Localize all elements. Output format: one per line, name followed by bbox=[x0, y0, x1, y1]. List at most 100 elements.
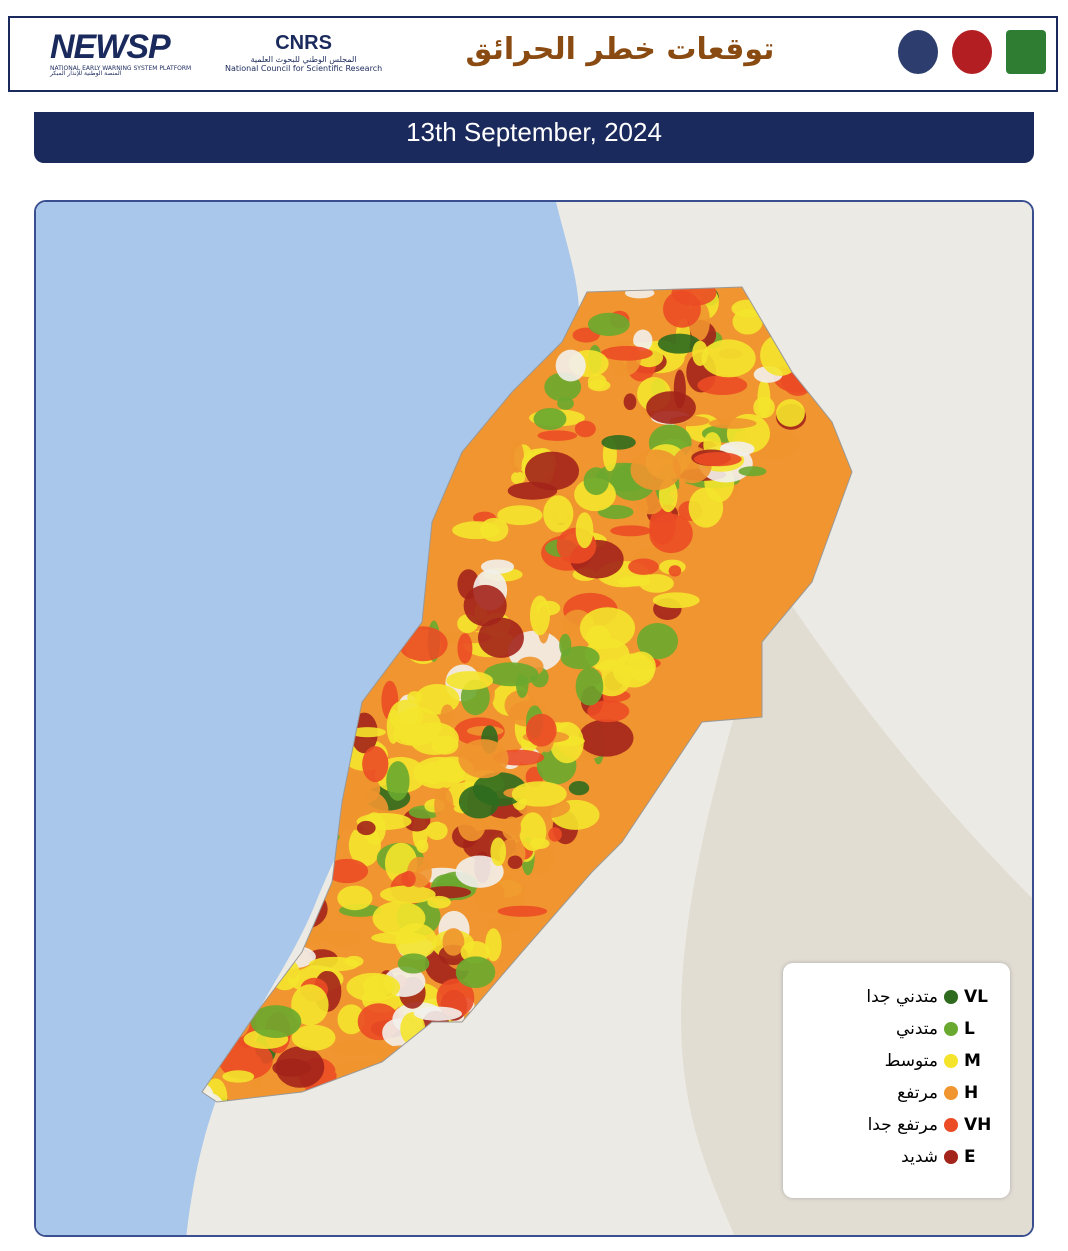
zone bbox=[646, 391, 696, 425]
zone bbox=[457, 633, 473, 664]
zone bbox=[600, 345, 653, 361]
logo bbox=[1006, 30, 1046, 74]
zone bbox=[218, 1040, 273, 1080]
zone bbox=[413, 756, 466, 789]
legend-item: مرتفع جدا VH bbox=[783, 1109, 1010, 1141]
zone bbox=[507, 855, 523, 869]
legend-item: مرتفع H bbox=[783, 1077, 1010, 1109]
zone bbox=[574, 420, 596, 438]
zone bbox=[477, 617, 524, 658]
zone bbox=[575, 667, 604, 706]
zone bbox=[487, 916, 521, 933]
map bbox=[34, 200, 1034, 1237]
zone bbox=[371, 931, 427, 944]
zone bbox=[559, 633, 572, 657]
brand-name: NEWSP bbox=[50, 28, 171, 66]
zone bbox=[325, 858, 369, 884]
partner-name-en: National Council for Scientific Research bbox=[225, 64, 383, 73]
zone bbox=[426, 821, 448, 841]
zone bbox=[753, 396, 775, 419]
zone bbox=[583, 467, 609, 496]
date-banner: 13th September, 2024 bbox=[34, 112, 1034, 163]
zone bbox=[719, 441, 755, 457]
legend-code: H bbox=[964, 1083, 979, 1103]
legend-label: مرتفع جدا bbox=[867, 1115, 938, 1135]
zone bbox=[537, 430, 578, 441]
brand-subtitle-ar: المنصة الوطنية للإنذار المبكر bbox=[50, 70, 122, 77]
zone bbox=[413, 1006, 462, 1021]
brand: NEWSP NATIONAL EARLY WARNING SYSTEM PLAT… bbox=[50, 28, 191, 77]
zone bbox=[587, 700, 630, 723]
zone bbox=[701, 339, 756, 378]
zone bbox=[386, 761, 410, 801]
zone bbox=[337, 1004, 365, 1035]
zone bbox=[440, 704, 455, 728]
zone bbox=[511, 471, 526, 485]
zone bbox=[510, 440, 524, 473]
zone bbox=[397, 953, 430, 974]
zone bbox=[389, 699, 424, 733]
zone bbox=[372, 901, 426, 936]
zone bbox=[649, 513, 693, 554]
map-svg bbox=[36, 202, 1032, 1235]
zone bbox=[633, 329, 653, 352]
partner: CNRS المجلس الوطني للبحوث العلمية Nation… bbox=[225, 32, 382, 73]
legend-label: شديد bbox=[901, 1147, 938, 1167]
zone bbox=[548, 827, 562, 842]
sea bbox=[36, 202, 580, 1235]
legend-label: مرتفع bbox=[897, 1083, 938, 1103]
zone bbox=[626, 651, 656, 682]
zone bbox=[575, 512, 594, 549]
zone bbox=[349, 727, 386, 738]
legend-code: VH bbox=[964, 1115, 992, 1135]
zone bbox=[346, 972, 401, 1002]
zone bbox=[380, 885, 436, 904]
zone bbox=[525, 713, 557, 747]
legend-swatch bbox=[944, 1150, 958, 1164]
zone bbox=[463, 584, 507, 627]
zone bbox=[222, 1070, 255, 1083]
legend-code: VL bbox=[964, 987, 988, 1007]
legend-code: E bbox=[964, 1147, 976, 1167]
zone bbox=[497, 905, 548, 917]
zone bbox=[401, 870, 416, 888]
zone bbox=[507, 481, 558, 500]
legend-swatch bbox=[944, 1086, 958, 1100]
zone bbox=[568, 780, 590, 796]
zone bbox=[688, 487, 724, 528]
legend-item: متدني L bbox=[783, 1013, 1010, 1045]
zone bbox=[657, 333, 701, 354]
legend-swatch bbox=[944, 990, 958, 1004]
legend: متدني جدا VL متدني L متوسط M مرتفع H مرتفع جدا VH… bbox=[783, 963, 1010, 1198]
zone bbox=[587, 373, 607, 390]
partner-name-ar: المجلس الوطني للبحوث العلمية bbox=[250, 55, 357, 64]
logo bbox=[952, 30, 992, 74]
logo bbox=[898, 30, 938, 74]
zone bbox=[455, 855, 504, 888]
zone bbox=[434, 787, 454, 824]
zone bbox=[356, 820, 376, 836]
zone bbox=[738, 466, 767, 477]
zone bbox=[628, 558, 659, 575]
zone bbox=[446, 671, 494, 690]
zone bbox=[337, 885, 373, 911]
logos bbox=[898, 30, 1046, 74]
zone bbox=[639, 574, 674, 593]
zone bbox=[483, 662, 539, 687]
zone bbox=[652, 592, 700, 609]
zone bbox=[291, 984, 329, 1026]
zone bbox=[533, 407, 567, 430]
zone bbox=[529, 838, 550, 850]
zone bbox=[708, 418, 757, 429]
zone bbox=[497, 505, 543, 526]
zone bbox=[490, 837, 507, 867]
zone bbox=[202, 1092, 224, 1102]
zone bbox=[560, 645, 600, 670]
zone bbox=[776, 399, 805, 427]
zone bbox=[291, 1024, 336, 1051]
zone bbox=[272, 1058, 311, 1077]
legend-label: متدني جدا bbox=[866, 987, 938, 1007]
zone bbox=[601, 435, 636, 450]
zone bbox=[416, 839, 429, 854]
